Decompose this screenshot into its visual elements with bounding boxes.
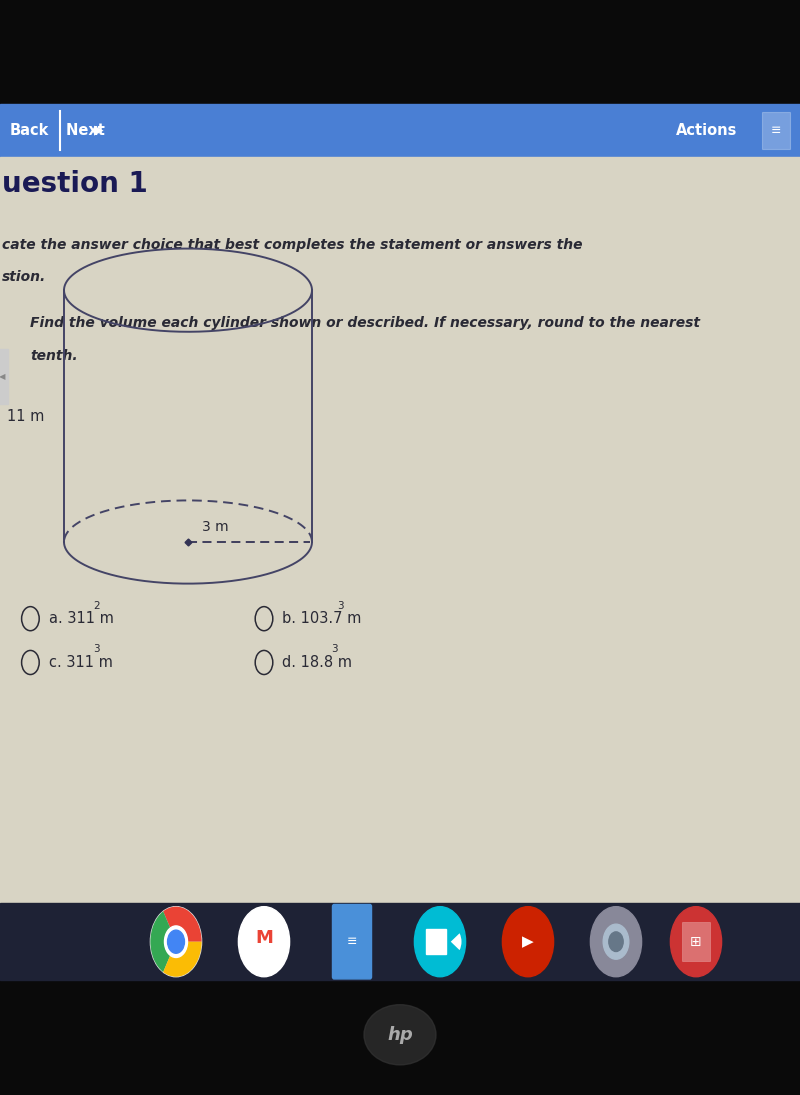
- Text: stion.: stion.: [2, 270, 46, 285]
- Text: 3: 3: [332, 644, 338, 655]
- Bar: [0, 349, 8, 404]
- Bar: [0, 104, 800, 157]
- Text: 3: 3: [93, 644, 99, 655]
- Wedge shape: [163, 907, 202, 942]
- Circle shape: [165, 926, 187, 957]
- Circle shape: [150, 907, 202, 977]
- Wedge shape: [150, 911, 176, 972]
- Bar: [0, 980, 800, 1095]
- Text: c. 311 m: c. 311 m: [49, 655, 113, 670]
- Ellipse shape: [364, 1005, 436, 1064]
- Text: tenth.: tenth.: [30, 349, 78, 364]
- Circle shape: [414, 907, 466, 977]
- Bar: [0, 903, 800, 980]
- Circle shape: [603, 924, 629, 959]
- Text: ▶: ▶: [522, 934, 534, 949]
- Circle shape: [502, 907, 554, 977]
- Bar: [682, 922, 710, 961]
- Text: 3 m: 3 m: [202, 520, 229, 534]
- Bar: [0, 157, 800, 903]
- Text: cate the answer choice that best completes the statement or answers the: cate the answer choice that best complet…: [2, 238, 582, 252]
- Wedge shape: [450, 933, 462, 950]
- Text: ◀: ◀: [0, 372, 6, 381]
- Text: Find the volume each cylinder shown or described. If necessary, round to the nea: Find the volume each cylinder shown or d…: [30, 316, 701, 331]
- Circle shape: [670, 907, 722, 977]
- Text: ≡: ≡: [346, 935, 358, 948]
- Text: Actions: Actions: [676, 123, 738, 138]
- Circle shape: [609, 932, 623, 952]
- Circle shape: [238, 907, 290, 977]
- Text: 2: 2: [93, 600, 99, 611]
- Text: 3: 3: [337, 600, 343, 611]
- Circle shape: [590, 907, 642, 977]
- Text: ⊞: ⊞: [690, 935, 702, 948]
- Bar: [0, 0, 800, 104]
- Bar: [426, 930, 446, 954]
- Text: b. 103.7 m: b. 103.7 m: [282, 611, 362, 626]
- Text: uestion 1: uestion 1: [2, 170, 147, 198]
- Text: M: M: [255, 930, 273, 947]
- Text: hp: hp: [387, 1026, 413, 1044]
- FancyBboxPatch shape: [333, 904, 371, 979]
- Text: 11 m: 11 m: [6, 408, 44, 424]
- Wedge shape: [163, 942, 202, 977]
- Bar: [762, 112, 790, 149]
- Circle shape: [167, 930, 185, 954]
- Text: d. 18.8 m: d. 18.8 m: [282, 655, 353, 670]
- Text: ▶: ▶: [94, 124, 104, 137]
- Text: Next: Next: [66, 123, 110, 138]
- Text: ≡: ≡: [770, 124, 782, 137]
- Text: Back: Back: [10, 123, 49, 138]
- Text: a. 311 m: a. 311 m: [49, 611, 114, 626]
